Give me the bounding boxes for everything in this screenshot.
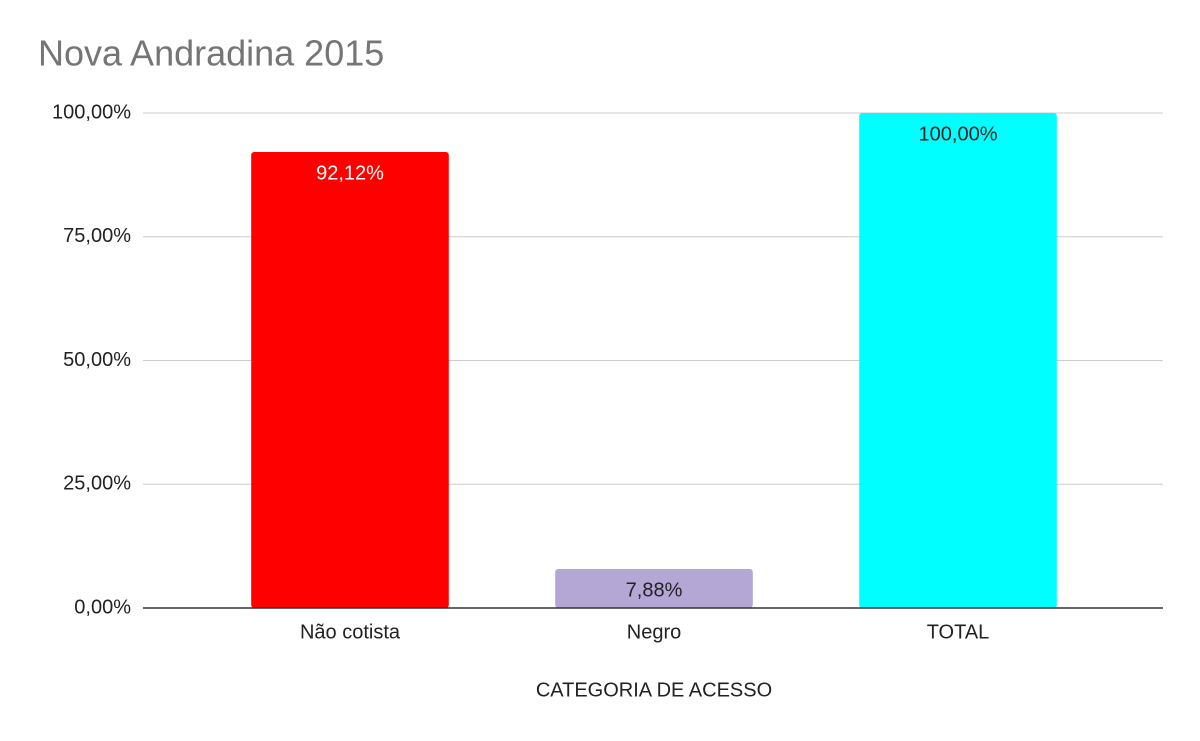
value-label: 92,12% [316,162,384,184]
x-axis-title: CATEGORIA DE ACESSO [536,679,772,701]
y-tick-label: 0,00% [74,596,131,618]
value-label: 100,00% [919,123,998,145]
bar [859,113,1057,608]
x-tick-label: Negro [627,621,681,643]
y-tick-label: 25,00% [63,473,131,495]
y-tick-label: 75,00% [63,225,131,247]
bar [251,152,449,609]
y-tick-label: 50,00% [63,349,131,371]
chart-title: Nova Andradina 2015 [38,33,384,74]
y-tick-label: 100,00% [52,101,131,123]
value-label: 7,88% [626,579,683,601]
bar [555,568,753,608]
x-tick-label: TOTAL [927,621,990,643]
x-tick-label: Não cotista [300,621,401,643]
